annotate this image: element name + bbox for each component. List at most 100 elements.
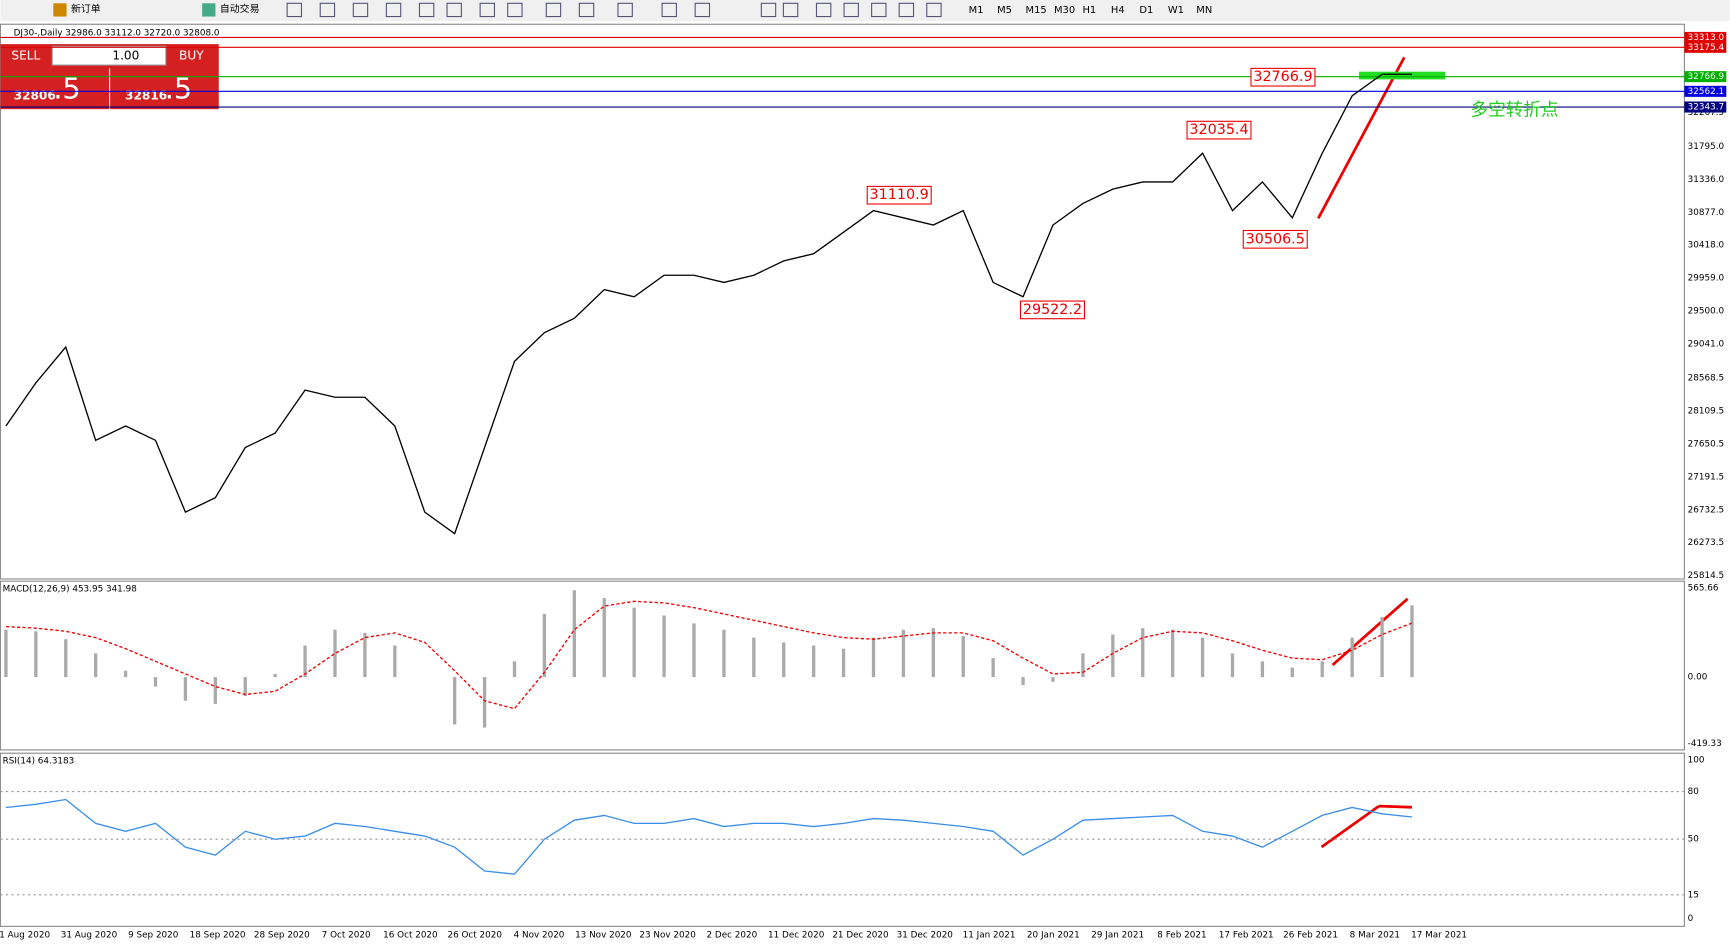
- annotation: 32766.9: [1253, 69, 1312, 85]
- macd-panel: [0, 580, 1685, 751]
- annotation: 30506.5: [1246, 231, 1305, 247]
- level-tag: [1684, 41, 1727, 53]
- level-label: 32562.1: [1688, 87, 1724, 97]
- buy-button[interactable]: BUY: [179, 49, 204, 63]
- toolbar-icon[interactable]: [694, 2, 711, 18]
- date-label: 1 Aug 2020: [0, 931, 50, 941]
- toolbar: [0, 0, 1730, 21]
- date-label: 31 Aug 2020: [61, 931, 118, 941]
- lots[interactable]: 1.00: [112, 49, 139, 63]
- toolbar-icon[interactable]: [507, 2, 523, 18]
- price-tick: 25814.5: [1688, 571, 1724, 581]
- price-tick: 26273.5: [1688, 538, 1724, 548]
- timeframe-button[interactable]: M15: [1026, 5, 1047, 16]
- sell-button[interactable]: SELL: [11, 49, 40, 63]
- toolbar-icon[interactable]: [926, 2, 942, 18]
- toolbar-icon[interactable]: [815, 2, 832, 18]
- price-tick: 29041.0: [1688, 340, 1725, 350]
- macd-tick: -419.33: [1688, 739, 1722, 749]
- macd-signal: [5, 600, 1413, 710]
- level-label: 32766.9: [1688, 72, 1724, 82]
- chart-title: DJ30-,Daily 32986.0 33112.0 32720.0 3280…: [14, 29, 220, 39]
- toolbar-button[interactable]: 自动交易: [220, 2, 260, 15]
- arrows: [1317, 56, 1446, 849]
- arrow: [1317, 56, 1406, 220]
- price-line: [5, 73, 1412, 535]
- main-panel: [0, 23, 1685, 580]
- rsi-tick: 80: [1688, 787, 1700, 797]
- timeframe-button[interactable]: M5: [997, 5, 1012, 16]
- timeframe-button[interactable]: M30: [1054, 5, 1075, 16]
- toolbar-icon[interactable]: [545, 2, 562, 18]
- timeframe-button[interactable]: W1: [1168, 5, 1184, 16]
- toolbar-icon[interactable]: [617, 2, 633, 18]
- date-label: 8 Mar 2021: [1350, 931, 1400, 941]
- date-label: 23 Nov 2020: [639, 931, 696, 941]
- lots-box: [51, 45, 167, 66]
- rsi-tick: 15: [1688, 890, 1699, 900]
- annotation: 31110.9: [870, 187, 929, 203]
- arrow: [1331, 597, 1409, 667]
- rsi-tick: 0: [1688, 914, 1694, 924]
- timeframe-button[interactable]: M1: [969, 5, 984, 16]
- toolbar-icon[interactable]: [898, 2, 915, 18]
- toolbar-icon[interactable]: [479, 2, 496, 18]
- toolbar-icon: [202, 3, 216, 17]
- arrow: [1378, 804, 1413, 809]
- toolbar-icon[interactable]: [578, 2, 595, 18]
- toolbar-button[interactable]: 新订单: [71, 2, 101, 15]
- timeframe-button[interactable]: MN: [1196, 5, 1212, 16]
- rsi-line: [5, 798, 1413, 875]
- price-tick: 29500.0: [1688, 307, 1725, 317]
- annotation-box: [1186, 120, 1252, 140]
- toolbar-icon[interactable]: [782, 2, 799, 18]
- date-label: 18 Sep 2020: [190, 931, 246, 941]
- timeframe-button[interactable]: H1: [1082, 5, 1096, 16]
- date-label: 17 Mar 2021: [1411, 931, 1467, 941]
- level-tag: [1684, 71, 1727, 83]
- date-label: 16 Oct 2020: [383, 931, 438, 941]
- timeframe-button[interactable]: H4: [1111, 5, 1125, 16]
- date-label: 31 Dec 2020: [897, 931, 954, 941]
- price-tick: 31795.0: [1688, 142, 1725, 152]
- date-label: 26 Oct 2020: [447, 931, 502, 941]
- toolbar-icon[interactable]: [871, 2, 887, 18]
- toolbar-icon[interactable]: [352, 2, 369, 18]
- price-tick: 26732.5: [1688, 505, 1724, 515]
- price-tick: 28109.5: [1688, 406, 1724, 416]
- level-tag: [1684, 85, 1727, 97]
- date-label: 20 Jan 2021: [1027, 931, 1080, 941]
- price-tick: 29959.0: [1688, 274, 1725, 284]
- date-label: 9 Sep 2020: [128, 931, 179, 941]
- date-label: 2 Dec 2020: [707, 931, 758, 941]
- annotation-box: [1250, 67, 1316, 87]
- toolbar-icon[interactable]: [319, 2, 336, 18]
- toolbar-icon[interactable]: [418, 2, 435, 18]
- annotation-box: [1019, 300, 1086, 320]
- rsi-title: RSI(14) 64.3183: [3, 756, 75, 766]
- toolbar-icon[interactable]: [385, 2, 402, 18]
- rsi-tick: 100: [1688, 755, 1705, 765]
- date-label: 21 Dec 2020: [832, 931, 889, 941]
- level-tag: [1684, 31, 1727, 43]
- annotation: 32035.4: [1189, 122, 1248, 138]
- date-label: 28 Sep 2020: [254, 931, 310, 941]
- annotation-box: [866, 185, 932, 205]
- date-label: 4 Nov 2020: [514, 931, 565, 941]
- toolbar-icon[interactable]: [760, 2, 777, 18]
- bid-price[interactable]: 32806: [14, 88, 56, 102]
- ask-price[interactable]: 32816: [125, 88, 167, 102]
- toolbar-icon[interactable]: [446, 2, 462, 18]
- price-tick: 28568.5: [1688, 373, 1724, 383]
- toolbar-icon[interactable]: [286, 2, 303, 18]
- price-tick: 27191.5: [1688, 472, 1724, 482]
- toolbar-icon[interactable]: [843, 2, 859, 18]
- date-label: 13 Nov 2020: [575, 931, 632, 941]
- price-tick: 31336.0: [1688, 175, 1725, 185]
- level-tag: [1684, 101, 1727, 113]
- toolbar-icon[interactable]: [661, 2, 677, 18]
- date-label: 8 Feb 2021: [1157, 931, 1206, 941]
- timeframe-button[interactable]: D1: [1139, 5, 1153, 16]
